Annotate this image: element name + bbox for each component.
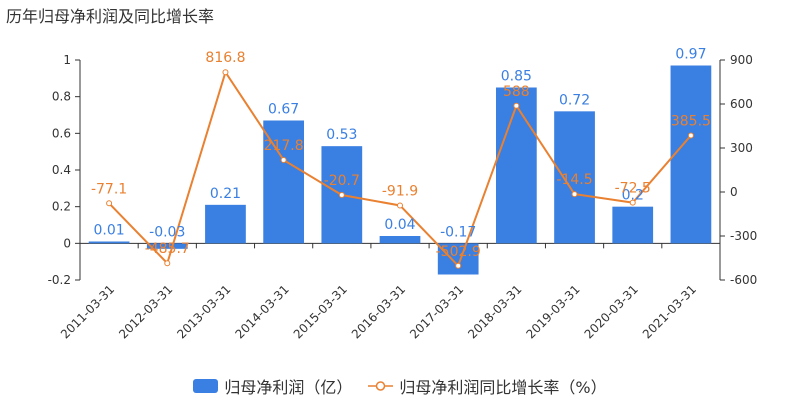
growth-point xyxy=(280,157,287,164)
bar-value-label: -0.03 xyxy=(149,224,185,240)
x-tick-label: 2013-03-31 xyxy=(174,282,233,341)
line-group xyxy=(106,69,694,269)
y-left-tick-label: 0.4 xyxy=(52,163,71,177)
bar xyxy=(670,65,712,244)
y-right-tick-label: 300 xyxy=(730,141,753,155)
bar-value-label: 0.2 xyxy=(622,188,644,204)
legend-line-swatch xyxy=(368,381,394,391)
y-left-tick-label: 0.8 xyxy=(52,90,71,104)
growth-value-label: -91.9 xyxy=(382,183,418,199)
growth-value-label: -502.9 xyxy=(436,244,481,260)
y-right-tick-label: 0 xyxy=(730,185,738,199)
growth-point xyxy=(455,262,462,269)
y-left-tick-label: -0.2 xyxy=(48,273,71,287)
bar xyxy=(379,236,421,244)
y-left-tick-label: 0 xyxy=(63,236,71,250)
legend-bar-label: 归母净利润（亿） xyxy=(224,378,353,397)
x-tick-label: 2017-03-31 xyxy=(407,282,466,341)
growth-value-label: -77.1 xyxy=(91,181,127,197)
bar-value-label: 0.67 xyxy=(268,102,299,118)
growth-value-label: 588 xyxy=(503,84,530,100)
y-right-tick-label: 600 xyxy=(730,97,753,111)
y-right-tick-label: -600 xyxy=(730,273,757,287)
y-left-tick-label: 0.2 xyxy=(52,200,71,214)
growth-point xyxy=(338,192,345,199)
bar xyxy=(146,243,188,249)
bar-value-label: 0.21 xyxy=(210,186,241,202)
x-tick-label: 2021-03-31 xyxy=(640,282,699,341)
x-tick-label: 2014-03-31 xyxy=(233,282,292,341)
chart-title: 历年归母净利润及同比增长率 xyxy=(6,7,215,26)
x-tick-label: 2018-03-31 xyxy=(465,282,524,341)
bar-value-label: 0.85 xyxy=(501,69,532,85)
legend-item-bar[interactable]: 归母净利润（亿） xyxy=(193,374,352,398)
growth-point xyxy=(164,260,171,267)
growth-value-label: -485.7 xyxy=(145,241,190,257)
growth-value-label: -72.5 xyxy=(615,181,651,197)
y-right-tick-label: 900 xyxy=(730,53,753,67)
growth-point xyxy=(106,200,113,207)
growth-point xyxy=(687,132,694,139)
legend-line-label: 归母净利润同比增长率（%） xyxy=(399,378,607,397)
bar xyxy=(205,204,246,244)
data-labels-group: 0.01 -0.03 0.21 0.67 0.53 0.04 -0.17 0.85 0.72 0.… xyxy=(91,47,711,260)
bar-value-label: -0.17 xyxy=(440,224,476,240)
bar xyxy=(88,241,130,244)
bar xyxy=(612,206,654,244)
growth-point xyxy=(222,69,229,76)
x-tick-label: 2016-03-31 xyxy=(349,282,408,341)
y-left-tick-label: 1 xyxy=(63,53,71,67)
x-tick-label: 2012-03-31 xyxy=(116,282,175,341)
bar xyxy=(554,111,595,244)
legend: 归母净利润（亿） 归母净利润同比增长率（%） xyxy=(0,374,800,398)
growth-point xyxy=(513,102,520,109)
bar-value-label: 0.53 xyxy=(326,127,357,143)
y-right-tick-label: -300 xyxy=(730,229,757,243)
x-tick-label: 2015-03-31 xyxy=(291,282,350,341)
legend-bar-swatch xyxy=(193,379,219,393)
growth-point xyxy=(571,191,578,198)
legend-item-line[interactable]: 归母净利润同比增长率（%） xyxy=(368,374,607,398)
bar-value-label: 0.01 xyxy=(94,223,125,239)
growth-point xyxy=(397,202,403,209)
x-tick-label: 2020-03-31 xyxy=(582,282,641,341)
growth-value-label: 385.5 xyxy=(671,113,711,129)
bar xyxy=(437,243,479,275)
x-tick-label: 2011-03-31 xyxy=(58,282,117,341)
bar xyxy=(496,87,537,244)
y-left-tick-label: 0.6 xyxy=(52,126,71,140)
growth-value-label: -14.5 xyxy=(556,172,592,188)
x-tick-label: 2019-03-31 xyxy=(523,282,582,341)
legend-line-marker xyxy=(376,381,386,391)
bar-value-label: 0.72 xyxy=(559,92,590,108)
growth-point xyxy=(629,199,636,206)
bar-value-label: 0.04 xyxy=(384,217,415,233)
growth-value-label: 217.8 xyxy=(264,138,304,154)
bar-value-label: 0.97 xyxy=(675,47,706,63)
growth-value-label: -20.7 xyxy=(324,173,360,189)
growth-value-label: 816.8 xyxy=(205,50,245,66)
